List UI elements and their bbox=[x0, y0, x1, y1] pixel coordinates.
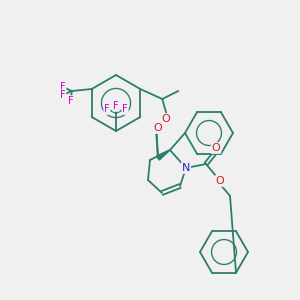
Text: O: O bbox=[162, 114, 171, 124]
Text: F: F bbox=[60, 90, 66, 100]
Text: F: F bbox=[104, 104, 110, 114]
Text: O: O bbox=[154, 123, 163, 133]
Text: F: F bbox=[68, 96, 74, 106]
Text: N: N bbox=[182, 163, 190, 173]
Text: O: O bbox=[216, 176, 224, 186]
Text: F: F bbox=[60, 82, 66, 92]
Text: O: O bbox=[212, 143, 220, 153]
Text: F: F bbox=[122, 104, 128, 114]
Polygon shape bbox=[157, 150, 170, 160]
Text: F: F bbox=[113, 101, 119, 111]
